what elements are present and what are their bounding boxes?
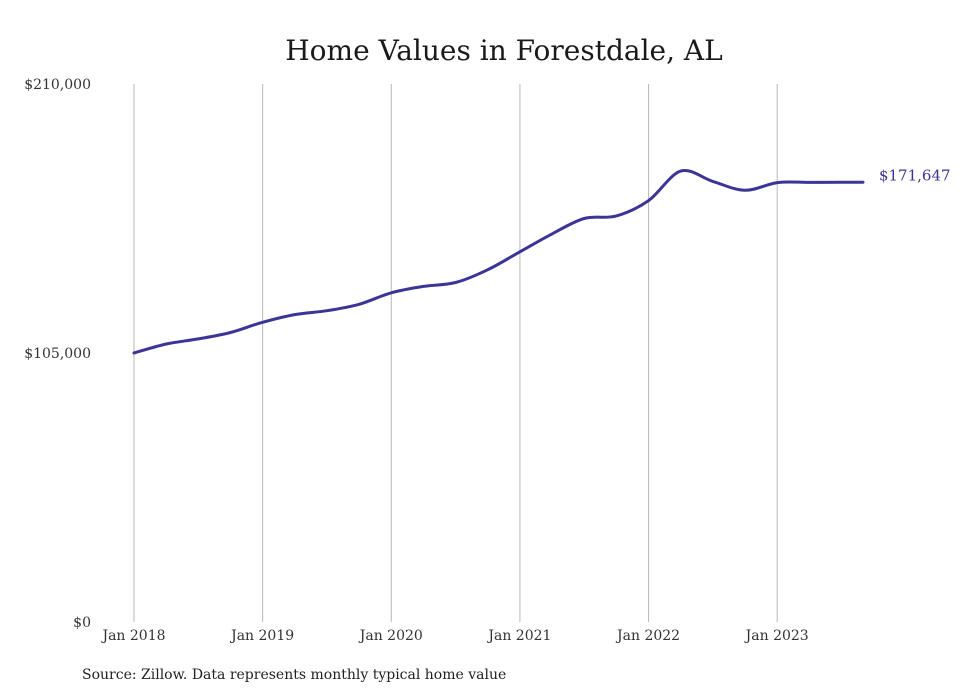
- x-tick-label: Jan 2019: [229, 628, 294, 644]
- chart-title: Home Values in Forestdale, AL: [285, 34, 722, 67]
- x-tick-label: Jan 2021: [486, 628, 551, 644]
- y-tick-label: $0: [73, 615, 91, 631]
- y-axis-ticks: $0 $105,000 $210,000: [24, 77, 91, 631]
- series-line: [132, 169, 865, 355]
- gridlines: [133, 84, 778, 622]
- x-tick-label: Jan 2020: [358, 628, 423, 644]
- x-tick-label: Jan 2018: [100, 628, 165, 644]
- y-tick-label: $210,000: [24, 77, 91, 93]
- line-chart: Home Values in Forestdale, AL $0 $105,000…: [24, 34, 951, 644]
- x-axis-ticks: Jan 2018 Jan 2019 Jan 2020 Jan 2021 Jan 2022…: [100, 628, 808, 644]
- source-note: Source: Zillow. Data represents monthly …: [82, 667, 507, 683]
- x-tick-label: Jan 2022: [615, 628, 680, 644]
- y-tick-label: $105,000: [24, 346, 91, 362]
- x-tick-label: Jan 2023: [744, 628, 809, 644]
- end-value-label: $171,647: [879, 166, 951, 184]
